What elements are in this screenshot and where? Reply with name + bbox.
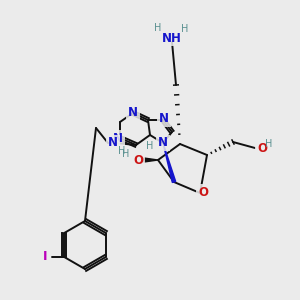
- Text: N: N: [113, 131, 123, 145]
- Polygon shape: [163, 143, 176, 182]
- Polygon shape: [144, 158, 158, 162]
- Text: H: H: [122, 149, 130, 159]
- Text: H: H: [118, 146, 126, 156]
- Text: O: O: [198, 185, 208, 199]
- Text: H: H: [265, 139, 273, 149]
- Text: NH: NH: [162, 32, 182, 44]
- Text: N: N: [108, 136, 118, 149]
- Text: O: O: [133, 154, 143, 166]
- Text: N: N: [158, 136, 168, 149]
- Text: H: H: [154, 23, 162, 33]
- Text: N: N: [128, 106, 138, 118]
- Text: H: H: [181, 24, 189, 34]
- Text: O: O: [257, 142, 267, 154]
- Text: H: H: [146, 141, 154, 151]
- Text: N: N: [159, 112, 169, 125]
- Text: I: I: [43, 250, 47, 263]
